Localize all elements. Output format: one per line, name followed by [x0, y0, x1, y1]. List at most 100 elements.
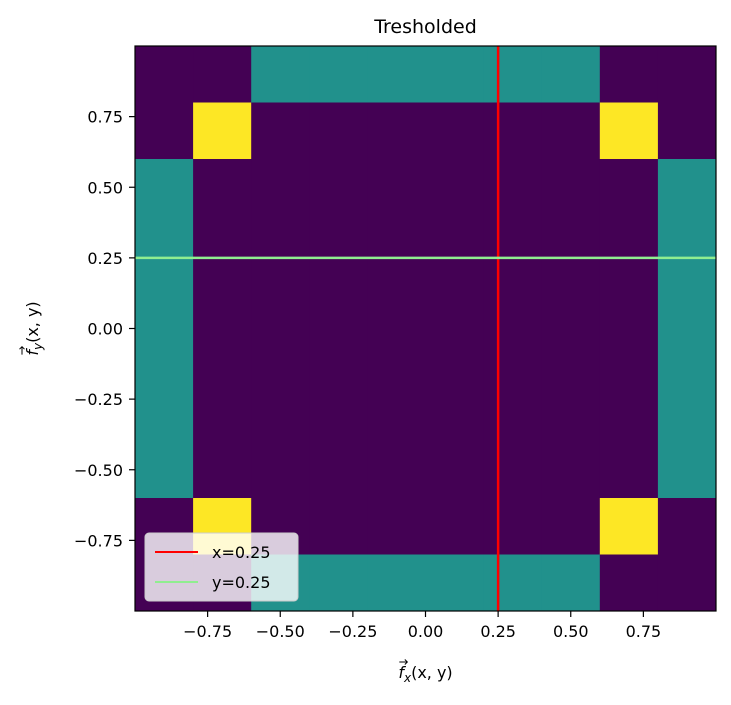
heatmap-cell-r0-c2 — [251, 46, 310, 103]
heatmap-cell-r5-c6 — [483, 328, 543, 386]
heatmap-cell-r9-c5 — [425, 554, 485, 611]
heatmap-cell-r8-c6 — [483, 498, 543, 555]
heatmap-cell-r6-c5 — [425, 385, 485, 442]
heatmap-cell-r4-c8 — [599, 272, 659, 329]
heatmap-cell-r2-c8 — [599, 159, 659, 216]
heatmap-cell-r0-c7 — [541, 46, 601, 103]
heatmap-cell-r0-c4 — [367, 46, 426, 103]
heatmap-cell-r6-c1 — [193, 385, 252, 442]
heatmap-cell-r2-c3 — [309, 159, 368, 216]
y-tick-label: −0.25 — [74, 390, 123, 409]
x-axis-label-args: (x, y) — [411, 663, 453, 682]
heatmap-cell-r2-c2 — [251, 159, 310, 216]
heatmap-cell-r1-c5 — [425, 102, 485, 160]
heatmap-cell-r0-c1 — [193, 46, 252, 103]
heatmap-cell-r4-c4 — [367, 272, 426, 329]
heatmap-cell-r6-c6 — [483, 385, 543, 442]
heatmap-cell-r9-c7 — [541, 554, 601, 611]
y-axis-label-group: fy(x, y) — [19, 301, 45, 356]
heatmap-cell-r6-c4 — [367, 385, 426, 442]
heatmap-cell-r0-c5 — [425, 46, 485, 103]
heatmap-cell-r3-c7 — [541, 215, 601, 273]
heatmap-cell-r8-c9 — [657, 498, 716, 555]
heatmap-cell-r3-c6 — [483, 215, 543, 273]
heatmap-cell-r4-c2 — [251, 272, 310, 329]
heatmap-cell-r7-c6 — [483, 441, 543, 499]
heatmap-cell-r3-c4 — [367, 215, 426, 273]
y-tick-label: −0.50 — [74, 461, 123, 480]
heatmap-cell-r3-c0 — [135, 215, 194, 273]
legend: x=0.25 y=0.25 — [144, 532, 299, 602]
legend-label-y-line: y=0.25 — [212, 573, 271, 592]
heatmap-cell-r5-c0 — [135, 328, 194, 386]
heatmap-cell-r5-c2 — [251, 328, 310, 386]
heatmap-cell-r9-c4 — [367, 554, 426, 611]
x-tick-label: 0.25 — [480, 622, 516, 641]
heatmap-cell-r8-c3 — [309, 498, 368, 555]
heatmap-cell-r1-c6 — [483, 102, 543, 160]
heatmap-cell-r4-c9 — [657, 272, 716, 329]
heatmap-cell-r4-c3 — [309, 272, 368, 329]
heatmap-cell-r7-c2 — [251, 441, 310, 499]
heatmap-cell-r7-c1 — [193, 441, 252, 499]
heatmap-cell-r0-c0 — [135, 46, 194, 103]
y-tick-label: 0.00 — [87, 320, 123, 339]
heatmap-cell-r6-c9 — [657, 385, 716, 442]
heatmap-cell-r7-c0 — [135, 441, 194, 499]
heatmap-cell-r1-c3 — [309, 102, 368, 160]
x-tick-label: 0.75 — [626, 622, 662, 641]
chart-title: Tresholded — [373, 16, 477, 38]
x-tick-label: −0.25 — [328, 622, 377, 641]
heatmap-cell-r5-c5 — [425, 328, 485, 386]
heatmap-cell-r5-c9 — [657, 328, 716, 386]
heatmap-cell-r2-c0 — [135, 159, 194, 216]
heatmap-cell-r3-c2 — [251, 215, 310, 273]
heatmap-cell-r4-c6 — [483, 272, 543, 329]
y-axis-label-symbol: f — [23, 348, 42, 356]
heatmap-cell-r6-c8 — [599, 385, 659, 442]
heatmap-cell-r0-c9 — [657, 46, 716, 103]
vector-arrow-icon — [19, 345, 25, 355]
heatmap-cell-r3-c5 — [425, 215, 485, 273]
legend-label-x-line: x=0.25 — [212, 543, 271, 562]
heatmap-cell-r1-c0 — [135, 102, 194, 160]
x-tick-label: 0.00 — [408, 622, 444, 641]
heatmap-cell-r2-c9 — [657, 159, 716, 216]
heatmap-cell-r7-c5 — [425, 441, 485, 499]
x-tick-label: −0.75 — [183, 622, 232, 641]
x-axis-label-subscript: x — [403, 671, 412, 685]
heatmap-cell-r8-c4 — [367, 498, 426, 555]
heatmap-cell-r0-c6 — [483, 46, 543, 103]
heatmap-cell-r7-c3 — [309, 441, 368, 499]
heatmap-cell-r1-c4 — [367, 102, 426, 160]
heatmap-cell-r8-c7 — [541, 498, 601, 555]
heatmap-cell-r0-c8 — [599, 46, 659, 103]
y-axis-ticks: −0.75 −0.50 −0.25 0.00 0.25 0.50 0.75 — [74, 108, 135, 550]
heatmap-cell-r4-c0 — [135, 272, 194, 329]
heatmap-cell-r5-c7 — [541, 328, 601, 386]
vector-arrow-icon — [399, 659, 409, 665]
heatmap-cell-r1-c9 — [657, 102, 716, 160]
heatmap-cell-r2-c6 — [483, 159, 543, 216]
y-tick-label: 0.75 — [87, 108, 123, 127]
heatmap-cell-r9-c3 — [309, 554, 368, 611]
heatmap-cell-r1-c1 — [193, 102, 252, 160]
legend-box — [144, 532, 299, 602]
heatmap-cell-r6-c2 — [251, 385, 310, 442]
x-axis-label-symbol: f — [398, 663, 406, 682]
heatmap-cell-r4-c7 — [541, 272, 601, 329]
heatmap-cell-r8-c5 — [425, 498, 485, 555]
heatmap-cells — [135, 46, 716, 611]
x-tick-label: 0.50 — [553, 622, 589, 641]
heatmap-cell-r7-c7 — [541, 441, 601, 499]
y-axis-label-subscript: y — [31, 342, 45, 351]
heatmap-cell-r1-c7 — [541, 102, 601, 160]
heatmap-cell-r6-c3 — [309, 385, 368, 442]
heatmap-cell-r2-c5 — [425, 159, 485, 216]
heatmap-cell-r5-c8 — [599, 328, 659, 386]
heatmap-cell-r2-c4 — [367, 159, 426, 216]
heatmap-cell-r3-c9 — [657, 215, 716, 273]
x-axis-label: fx(x, y) — [398, 663, 452, 685]
heatmap-cell-r9-c6 — [483, 554, 543, 611]
